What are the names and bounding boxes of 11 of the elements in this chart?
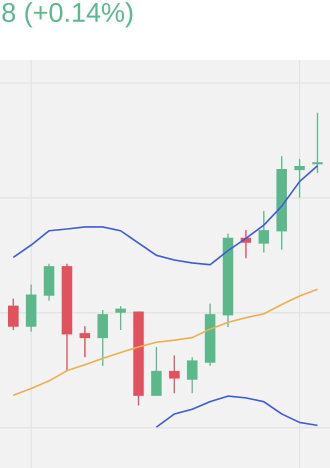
- candlestick: [169, 354, 180, 394]
- chart-title: 8 (+0.14%): [2, 2, 132, 28]
- candlestick: [115, 306, 126, 331]
- candlestick: [80, 326, 90, 358]
- candlestick: [258, 210, 270, 254]
- candlestick: [294, 158, 305, 198]
- candlestick: [186, 356, 198, 394]
- candlestick: [312, 112, 323, 174]
- candlestick: [97, 309, 108, 367]
- candlestick: [151, 346, 162, 396]
- candlestick: [8, 298, 18, 331]
